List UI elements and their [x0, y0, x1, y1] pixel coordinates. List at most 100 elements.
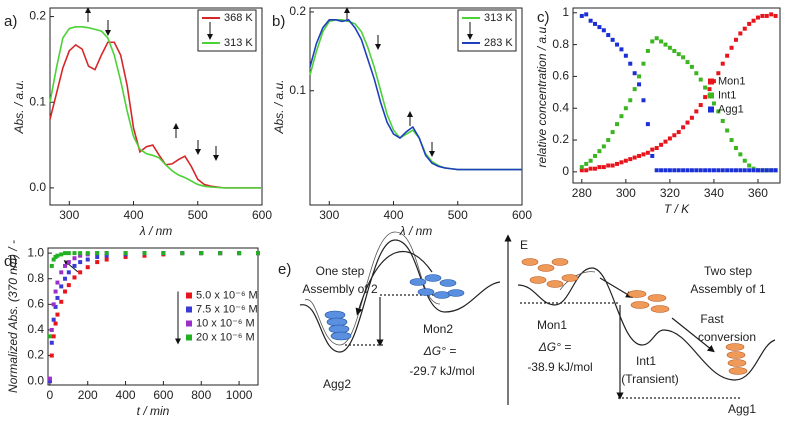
point — [645, 48, 650, 53]
point — [72, 275, 77, 280]
x-axis-label: λ / nm — [399, 224, 433, 238]
point — [95, 260, 100, 265]
panel-label: a) — [4, 13, 17, 30]
y-tick-label: 0.0 — [29, 180, 46, 194]
x-tick-label: 400 — [383, 208, 403, 222]
point — [619, 47, 624, 52]
point — [584, 161, 589, 166]
axis-label: E — [520, 238, 528, 252]
note: Fast — [700, 312, 724, 326]
point — [698, 168, 703, 173]
point — [95, 254, 100, 259]
point — [601, 165, 606, 170]
point — [51, 334, 56, 339]
point — [588, 18, 593, 23]
point — [610, 37, 615, 42]
state-label: (Transient) — [621, 372, 679, 386]
point — [66, 251, 71, 256]
x-tick-label: 1000 — [226, 388, 253, 402]
point — [597, 25, 602, 30]
point — [672, 133, 677, 138]
point — [641, 98, 646, 103]
y-axis-label: relative concentration / a.u. — [535, 23, 549, 167]
x-tick-label: 280 — [572, 186, 592, 200]
point — [703, 85, 708, 90]
y-axis-label: Normalized Abs. (370 nm) / - — [6, 240, 20, 393]
point — [218, 251, 223, 256]
dg-label: ΔG° = — [538, 340, 572, 354]
x-tick-label: 0 — [47, 388, 54, 402]
y-tick-label: 0.2 — [27, 348, 44, 362]
x-tick-label: 400 — [116, 388, 136, 402]
point — [685, 120, 690, 125]
point — [654, 168, 659, 173]
point — [49, 263, 54, 268]
point — [628, 61, 633, 66]
point — [698, 103, 703, 108]
point — [650, 147, 655, 152]
point — [637, 82, 642, 87]
point — [55, 312, 60, 317]
point — [593, 153, 598, 158]
legend-label: 10 x 10⁻⁶ M — [196, 317, 255, 329]
point — [676, 52, 681, 57]
point — [650, 39, 655, 44]
point — [123, 254, 128, 259]
point — [104, 251, 109, 256]
x-axis-label: λ / nm — [139, 224, 173, 238]
panel-label: e) — [278, 261, 291, 278]
point — [606, 138, 611, 143]
y-tick-label: 0.6 — [552, 69, 569, 83]
point — [104, 253, 109, 258]
point — [672, 48, 677, 53]
point — [681, 168, 686, 173]
panel-label: c) — [537, 9, 550, 26]
point — [632, 87, 637, 92]
point — [711, 101, 716, 106]
point — [716, 109, 721, 114]
point — [738, 31, 743, 36]
legend-label: 20 x 10⁻⁶ M — [196, 331, 255, 343]
legend-label: Int1 — [718, 89, 736, 101]
point — [615, 42, 620, 47]
point — [615, 161, 620, 166]
point — [53, 321, 58, 326]
point — [760, 13, 765, 18]
point — [698, 77, 703, 82]
x-tick-label: 200 — [78, 388, 98, 402]
point — [659, 168, 664, 173]
y-tick-label: 0.2 — [289, 4, 306, 18]
point — [764, 13, 769, 18]
point — [47, 334, 52, 339]
point — [667, 168, 672, 173]
point — [72, 256, 77, 261]
point — [764, 168, 769, 173]
point — [641, 152, 646, 157]
point — [53, 304, 58, 309]
point — [593, 166, 598, 171]
arrows-b — [344, 7, 435, 157]
point — [659, 142, 664, 147]
point — [72, 251, 77, 256]
point — [619, 160, 624, 165]
point — [725, 168, 730, 173]
point — [694, 168, 699, 173]
point — [49, 340, 54, 345]
dg-value: -38.9 kJ/mol — [527, 360, 592, 374]
y-tick-label: 0.8 — [552, 37, 569, 51]
point — [667, 45, 672, 50]
point — [733, 146, 738, 150]
point — [78, 270, 83, 275]
y-tick-label: 0.0 — [27, 373, 44, 387]
point — [650, 153, 655, 158]
point — [659, 39, 664, 44]
y-tick-label: 0 — [562, 164, 569, 178]
point — [733, 37, 738, 42]
point — [667, 136, 672, 141]
point — [623, 106, 628, 111]
point — [180, 251, 185, 256]
point — [597, 165, 602, 170]
point — [685, 168, 690, 173]
point — [85, 265, 90, 270]
title: Assembly of 2 — [302, 282, 378, 296]
